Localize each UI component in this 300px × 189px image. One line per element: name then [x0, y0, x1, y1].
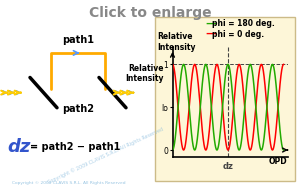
Text: Relative
Intensity: Relative Intensity [125, 64, 163, 83]
Text: dz: dz [8, 138, 31, 156]
Text: Click to enlarge: Click to enlarge [89, 6, 211, 20]
Text: phi = 0 deg.: phi = 0 deg. [212, 29, 264, 39]
Text: dz: dz [223, 162, 233, 171]
Text: path1: path1 [62, 35, 94, 45]
Text: OPD: OPD [268, 157, 287, 166]
Text: = path2 − path1: = path2 − path1 [30, 143, 120, 152]
Text: Relative
Intensity: Relative Intensity [158, 32, 196, 52]
Text: Copyright © 2009 CLAVIS S.R.L. All Rights Reserved: Copyright © 2009 CLAVIS S.R.L. All Right… [12, 181, 126, 185]
Text: phi = 180 deg.: phi = 180 deg. [212, 19, 274, 28]
Text: path2: path2 [62, 104, 94, 114]
Text: Copyright © 2009 CLAVIS S.R.L. All Rights Reserved: Copyright © 2009 CLAVIS S.R.L. All Right… [46, 126, 164, 185]
Text: —: — [206, 29, 217, 39]
Text: —: — [206, 19, 217, 29]
